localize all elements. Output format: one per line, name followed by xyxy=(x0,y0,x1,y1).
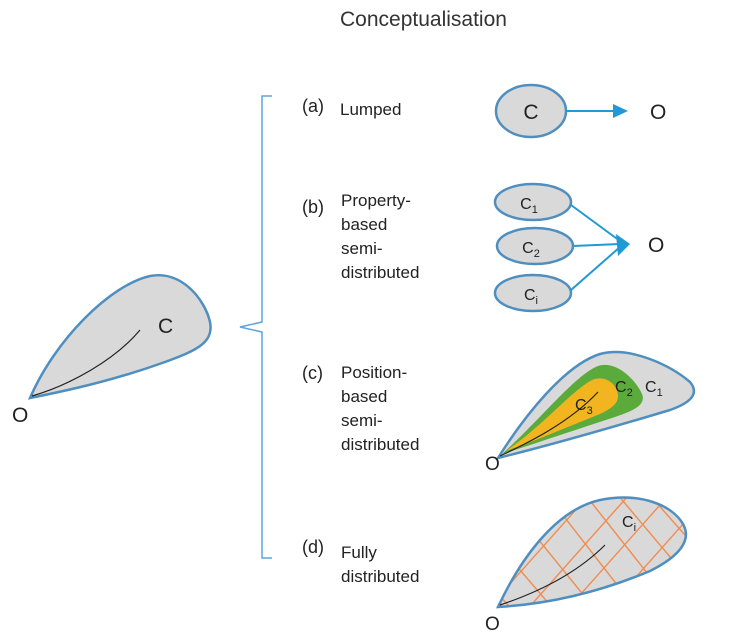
position-river xyxy=(499,391,599,457)
lumped-diagram: C O xyxy=(494,83,666,139)
fully-river xyxy=(499,544,606,606)
property-unit-2-label: C2 xyxy=(522,240,540,260)
position-diagram: C3 C2 C1 O xyxy=(485,350,696,475)
option-a-name: Lumped xyxy=(340,100,402,119)
lumped-outlet-label: O xyxy=(650,101,666,124)
position-outlet-label: O xyxy=(485,454,500,475)
property-arrow-1 xyxy=(570,204,621,242)
options-bracket xyxy=(239,95,272,559)
fully-cell-label: Ci xyxy=(622,514,636,534)
catchment-label: C xyxy=(158,315,173,338)
option-d-letter: (d) xyxy=(302,537,324,557)
property-unit-i xyxy=(493,273,573,313)
property-unit-i-label: Ci xyxy=(524,287,538,307)
property-arrowhead xyxy=(616,234,630,256)
diagram-title: Conceptualisation xyxy=(340,8,507,31)
property-arrow-2 xyxy=(572,243,621,247)
fully-outline xyxy=(495,496,688,609)
property-unit-1 xyxy=(493,182,573,222)
zone-c2-label: C2 xyxy=(615,379,633,399)
option-c-letter: (c) xyxy=(302,363,323,383)
river-channel xyxy=(31,329,141,397)
option-b-letter: (b) xyxy=(302,197,324,217)
lumped-arrowhead xyxy=(613,104,628,118)
outlet-label: O xyxy=(12,404,28,427)
lumped-unit-label: C xyxy=(523,101,538,124)
property-arrow-i xyxy=(570,246,621,291)
property-diagram: C1 C2 Ci O xyxy=(493,182,664,313)
option-b-name: Property- based semi- distributed xyxy=(341,191,420,282)
option-c-name: Position- based semi- distributed xyxy=(341,363,420,454)
fully-outlet-label: O xyxy=(485,614,500,635)
zone-c1-label: C1 xyxy=(645,379,663,399)
source-catchment: C O xyxy=(12,273,212,427)
zone-c3 xyxy=(506,378,618,451)
option-d-name: Fully distributed xyxy=(341,543,420,586)
catchment-shape xyxy=(27,273,212,400)
property-unit-1-label: C1 xyxy=(520,196,538,216)
option-a-letter: (a) xyxy=(302,96,324,116)
zone-c3-label: C3 xyxy=(575,397,593,417)
property-outlet-label: O xyxy=(648,234,664,257)
fully-diagram: Ci O xyxy=(485,496,688,635)
